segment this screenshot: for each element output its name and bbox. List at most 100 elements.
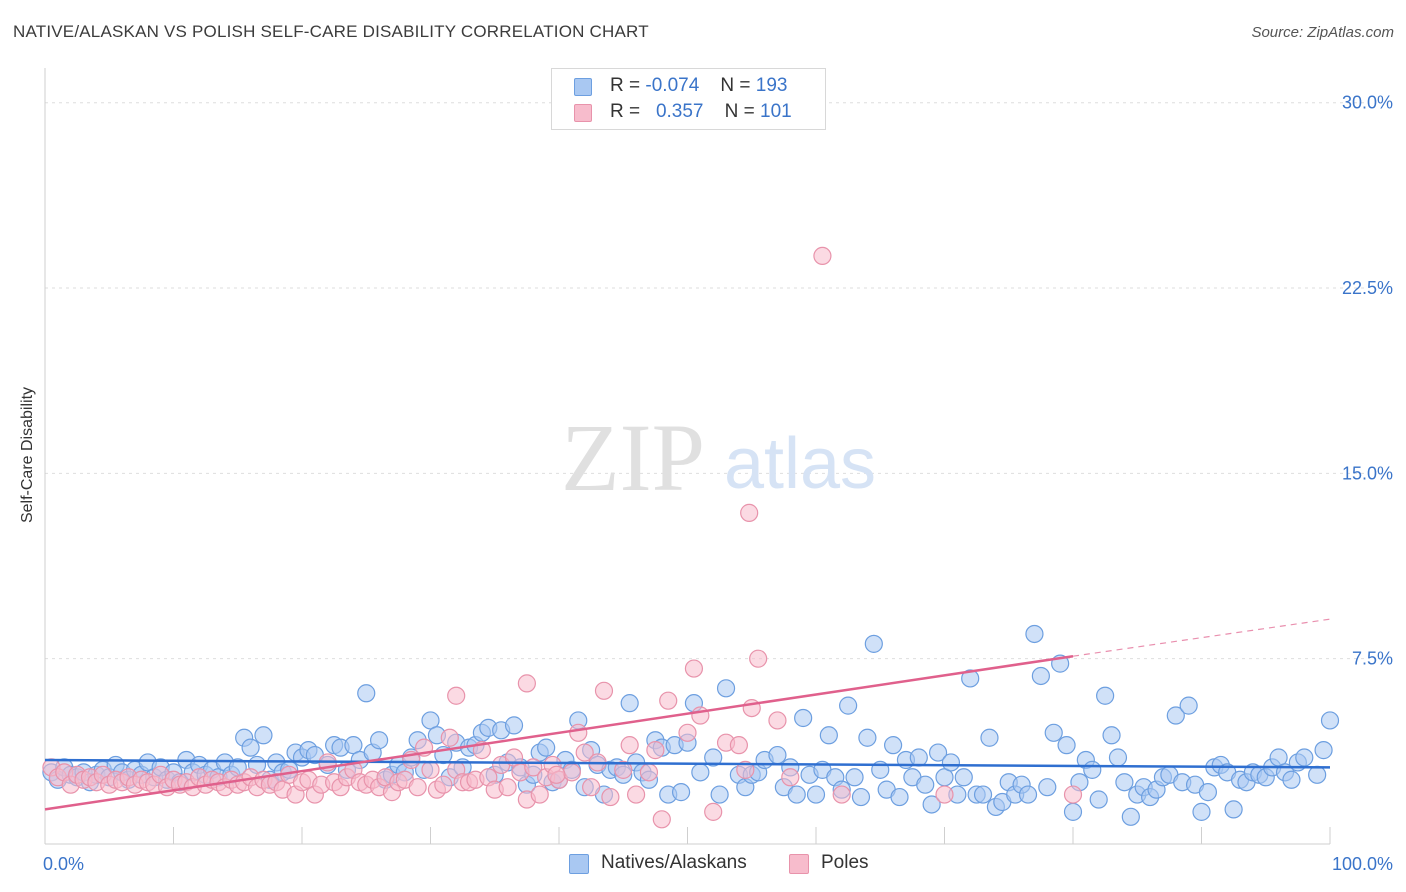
x-tick-label: 100.0% [1332,854,1393,874]
bottom-legend-swatch-poles [789,854,809,874]
poles-point [749,649,768,668]
natives-point [691,763,710,782]
trend-lines [44,618,1331,811]
y-axis-label: Self-Care Disability [19,386,36,524]
natives-point [620,694,639,713]
poles-point [434,775,453,794]
gridlines [45,102,1365,660]
legend-swatch-poles [574,104,592,122]
legend-r-label: R = [610,75,641,96]
poles-point [421,760,440,779]
natives-point [241,738,260,757]
y-tick-label: 7.5% [1352,649,1393,669]
natives-point [1044,723,1063,742]
natives-point [794,708,813,728]
natives-point [710,785,729,804]
natives-point [1282,770,1301,789]
poles-point [704,802,723,821]
natives-point [1038,778,1057,797]
natives-point [1115,773,1134,792]
series-poles-points [42,246,1083,829]
natives-point [819,726,838,745]
poles-point [498,778,517,797]
x-tick-label: 0.0% [43,854,84,874]
y-tick-label: 22.5% [1342,278,1393,298]
poles-point [582,778,601,797]
natives-point [1166,706,1185,725]
natives-point [357,684,376,703]
natives-point [1083,760,1102,779]
poles-point [659,691,678,710]
natives-point [1018,785,1038,804]
poles-point [620,736,639,755]
poles-point [678,723,697,742]
legend-swatch-natives [574,78,592,96]
natives-point [1121,807,1140,826]
natives-trend-line [44,758,1331,769]
natives-point [1308,765,1327,784]
natives-point [1108,748,1128,767]
legend-n-value: 193 [755,75,788,96]
natives-point [716,679,736,698]
natives-point [1179,696,1198,715]
poles-trend-line-extension [1072,618,1331,657]
natives-point [851,787,871,807]
natives-point [864,634,883,653]
poles-point [729,736,749,755]
natives-point [980,728,999,747]
natives-point [254,726,273,745]
chart-title: NATIVE/ALASKAN VS POLISH SELF-CARE DISAB… [13,22,649,41]
poles-point [601,787,620,807]
bottom-legend-label-natives: Natives/Alaskans [601,852,747,873]
legend-r-label: R = [610,101,641,122]
watermark-atlas: atlas [724,424,876,504]
natives-point [883,736,903,755]
poles-point [614,760,633,779]
poles-point [408,778,427,797]
natives-point [858,728,877,747]
natives-point [806,785,826,804]
natives-point [909,748,928,767]
axes [44,68,1331,845]
legend-n-label: N = [724,101,755,122]
y-tick-label: 15.0% [1342,463,1393,483]
poles-point [639,763,659,782]
natives-point [1031,666,1050,686]
correlation-legend: R = -0.074 N = 193 R = 0.357 N = 101 [551,68,826,130]
natives-point [787,785,806,804]
natives-point [1063,802,1083,821]
poles-point [736,760,755,779]
natives-point [845,768,864,787]
poles-point [684,659,704,678]
natives-point [1295,748,1314,767]
natives-point [1102,726,1121,745]
poles-point [768,711,787,730]
poles-point [547,765,566,784]
natives-point [1096,686,1115,705]
poles-point [440,728,459,747]
poles-point [781,768,800,787]
natives-point [890,787,909,807]
poles-point [813,246,832,266]
y-tick-label: 30.0% [1342,93,1393,113]
bottom-legend-label-poles: Poles [821,852,869,873]
poles-point [517,674,536,693]
watermark-zip: ZIP [561,404,705,511]
poles-point [575,743,594,762]
poles-point [530,785,549,804]
natives-point [768,745,787,765]
bottom-legend-swatch-natives [569,854,589,874]
poles-point [652,810,671,829]
source-label: Source: ZipAtlas.com [1251,24,1394,41]
natives-point [941,753,961,772]
poles-point [569,723,588,742]
poles-point [594,681,614,700]
tick-labels: 7.5% 15.0% 22.5% 30.0% 0.0% 100.0% [43,93,1393,874]
legend-n-value: 101 [760,101,792,122]
natives-point [1320,711,1340,730]
poles-point [562,763,581,782]
poles-point [626,785,646,804]
poles-point [447,686,466,705]
poles-point [832,785,851,804]
